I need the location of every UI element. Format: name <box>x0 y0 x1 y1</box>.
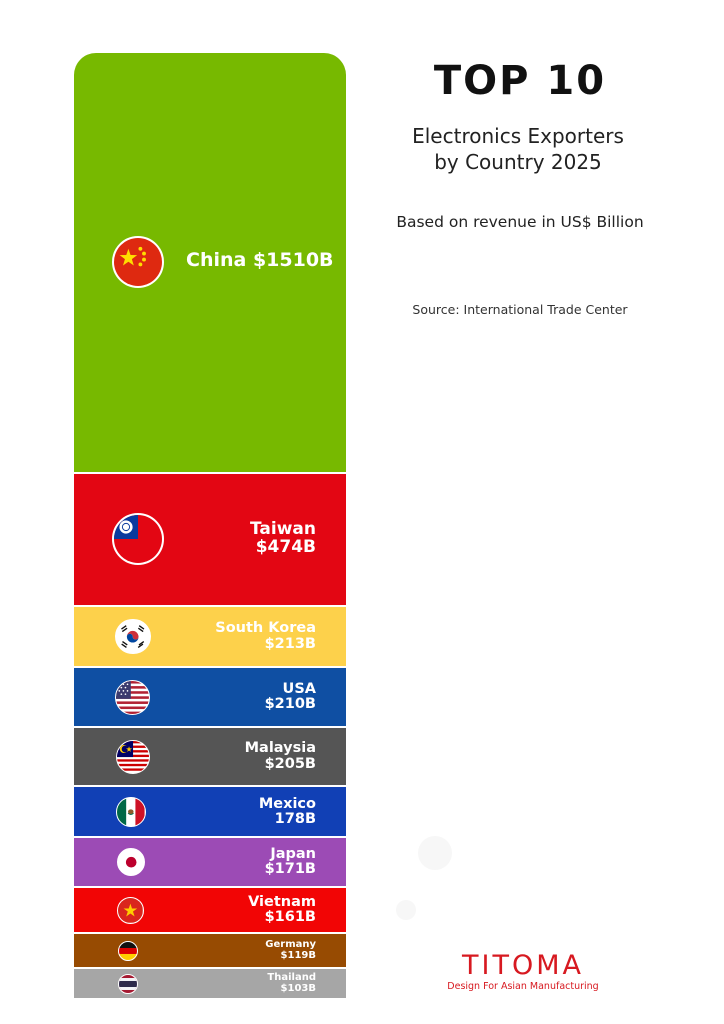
data-label-germany: Germany $119B <box>265 940 316 961</box>
usa-flag-icon-graphic <box>116 680 150 714</box>
export-value: 178B <box>274 810 316 827</box>
export-value: $103B <box>280 982 316 994</box>
malaysia-flag-icon-graphic <box>116 740 149 773</box>
country-name: Thailand <box>267 972 316 984</box>
vietnam-flag-icon <box>117 896 144 924</box>
country-name: Vietnam <box>248 893 316 910</box>
china-flag-icon <box>112 236 164 289</box>
stacked-bar-chart: China $1510B Taiwan $474B South Korea $213B U… <box>74 53 346 998</box>
export-value: $205B <box>264 755 316 772</box>
mexico-flag-icon <box>116 796 147 827</box>
export-value: $474B <box>255 537 316 558</box>
export-value: $119B <box>280 949 316 961</box>
data-label-usa: USA $210B <box>264 680 316 713</box>
bar-segment-taiwan: Taiwan $474B <box>74 473 346 605</box>
value-basis-note: Based on revenue in US$ Billion <box>396 213 644 231</box>
subtitle-line-1: Electronics Exporters <box>412 124 624 148</box>
country-name: South Korea <box>215 620 316 637</box>
country-name: Germany <box>265 939 316 951</box>
data-label-malaysia: Malaysia $205B <box>244 740 316 772</box>
country-name: Japan <box>270 845 316 862</box>
germany-flag-icon-graphic <box>119 941 138 960</box>
bar-segment-malaysia: Malaysia $205B <box>74 728 346 786</box>
export-value: $210B <box>264 696 316 713</box>
data-label-taiwan: Taiwan $474B <box>250 521 316 557</box>
faint-watermark-dot <box>418 836 452 870</box>
bar-segment-china: China $1510B <box>74 53 346 472</box>
data-label-mexico: Mexico 178B <box>258 795 316 827</box>
china-flag-icon-graphic <box>114 238 162 287</box>
data-label-china: China $1510B <box>186 249 334 272</box>
bar-segment-south-korea: South Korea $213B <box>74 606 346 667</box>
data-label-south-korea: South Korea $213B <box>215 620 316 652</box>
bar-segment-vietnam: Vietnam $161B <box>74 887 346 933</box>
subtitle-line-2: by Country 2025 <box>434 150 602 174</box>
taiwan-flag-icon-graphic <box>114 515 162 564</box>
malaysia-flag-icon <box>115 739 150 774</box>
brand-logo: TITOMA Design For Asian Manufacturing <box>440 952 606 992</box>
country-name: Taiwan <box>250 519 316 540</box>
vietnam-flag-icon-graphic <box>118 897 143 923</box>
country-name: Malaysia <box>244 740 316 757</box>
country-name: Mexico <box>258 795 316 812</box>
japan-flag-icon <box>116 847 146 877</box>
export-value: $171B <box>264 861 316 878</box>
thailand-flag-icon <box>118 973 139 994</box>
data-label-vietnam: Vietnam $161B <box>248 893 316 926</box>
data-label-japan: Japan $171B <box>264 845 316 878</box>
mexico-flag-icon-graphic <box>117 797 146 826</box>
source-note: Source: International Trade Center <box>412 302 628 317</box>
page-subtitle: Electronics Exporters by Country 2025 <box>360 123 676 175</box>
data-label-thailand: Thailand $103B <box>267 973 316 994</box>
country-name: USA <box>282 680 316 697</box>
brand-name: TITOMA <box>462 950 584 981</box>
brand-tagline: Design For Asian Manufacturing <box>447 981 599 992</box>
bar-segment-germany: Germany $119B <box>74 934 346 968</box>
faint-watermark-dot <box>396 900 416 920</box>
germany-flag-icon <box>118 940 139 961</box>
bar-segment-japan: Japan $171B <box>74 838 346 886</box>
usa-flag-icon <box>115 679 151 715</box>
south-korea-flag-icon <box>115 618 151 655</box>
taiwan-flag-icon <box>112 513 164 566</box>
bar-segment-mexico: Mexico 178B <box>74 787 346 837</box>
page-title: TOP 10 <box>433 58 607 104</box>
japan-flag-icon-graphic <box>117 848 145 876</box>
thailand-flag-icon-graphic <box>119 974 138 993</box>
bar-segment-usa: USA $210B <box>74 668 346 727</box>
south-korea-flag-icon-graphic <box>116 619 150 654</box>
export-value: $161B <box>264 909 316 926</box>
bar-segment-thailand: Thailand $103B <box>74 969 346 998</box>
export-value: $213B <box>264 635 316 652</box>
